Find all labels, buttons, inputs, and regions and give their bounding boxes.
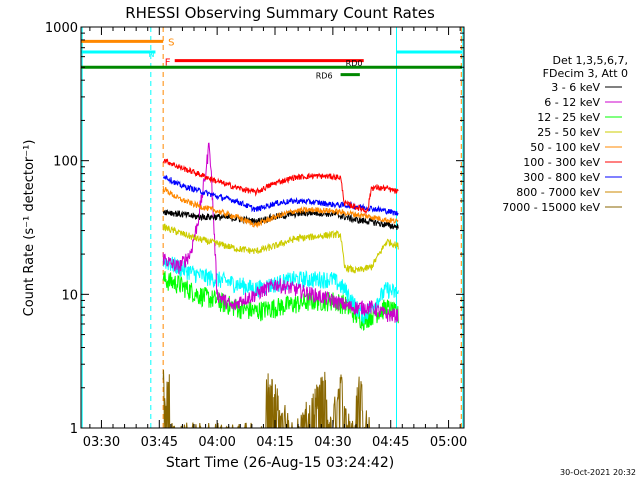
series-100-300-kev (162, 158, 399, 215)
series-6-12-kev (162, 142, 399, 323)
x-axis-ticks: 03:30 03:45 04:00 04:15 04:30 04:45 05:00 (83, 27, 467, 450)
series-7000-15000-kev (162, 369, 372, 430)
flag-label: N (148, 50, 154, 59)
x-tick-label: 04:00 (198, 435, 235, 450)
y-tick-label: 100 (53, 155, 78, 170)
y-tick-label: 1000 (45, 21, 78, 36)
legend-label: 7000 - 15000 keV (502, 201, 600, 214)
legend-label: 800 - 7000 keV (516, 186, 600, 199)
y-axis-ticks: 1 10 100 1000 (45, 21, 464, 437)
legend-label: 25 - 50 keV (537, 126, 600, 139)
x-tick-label: 04:45 (372, 435, 409, 450)
legend-header: FDecim 3, Att 0 (543, 67, 628, 80)
x-axis-label: Start Time (26-Aug-15 03:24:42) (166, 455, 394, 471)
series-50-100-kev (162, 185, 399, 229)
flag-label: RD0 (346, 59, 363, 68)
legend: Det 1,3,5,6,7,FDecim 3, Att 03 - 6 keV 6 … (502, 54, 628, 214)
x-tick-label: 05:00 (430, 435, 467, 450)
x-tick-label: 03:30 (83, 435, 120, 450)
y-axis-label: Count Rate (s⁻¹ detector⁻¹) (22, 140, 37, 317)
legend-label: 50 - 100 keV (530, 141, 600, 154)
legend-header: Det 1,3,5,6,7, (552, 54, 628, 67)
flag-label: S (168, 37, 174, 48)
legend-label: 6 - 12 keV (544, 96, 600, 109)
chart-title: RHESSI Observing Summary Count Rates (125, 4, 435, 22)
x-tick-label: 04:30 (314, 435, 351, 450)
plot-frame (80, 26, 465, 429)
legend-label: 300 - 800 keV (523, 171, 600, 184)
legend-label: 3 - 6 keV (551, 81, 600, 94)
footer-date: 30-Oct-2021 20:32 (560, 468, 636, 477)
x-tick-label: 03:45 (141, 435, 178, 450)
legend-label: 100 - 300 keV (523, 156, 600, 169)
y-tick-label: 1 (70, 422, 78, 437)
x-tick-label: 04:15 (256, 435, 293, 450)
flag-label: F (165, 58, 171, 69)
legend-label: 12 - 25 keV (537, 111, 600, 124)
plot-area: S N F RD0 RD6 (81, 27, 464, 430)
series-25-50-kev (162, 223, 399, 274)
y-tick-label: 10 (61, 288, 78, 303)
flag-label: RD6 (316, 72, 333, 81)
